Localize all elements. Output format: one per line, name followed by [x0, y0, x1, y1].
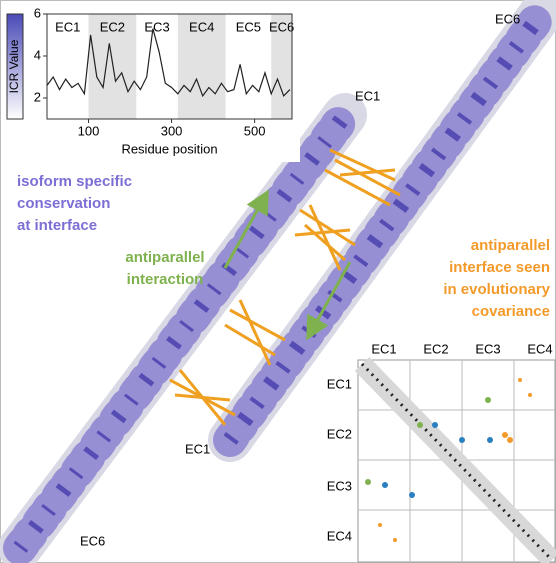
row-label: EC2 [327, 426, 352, 441]
row-label: EC4 [327, 528, 352, 543]
y-axis-label: ICR Value [7, 39, 21, 93]
annotation: interface seen [449, 259, 550, 276]
contact-map [358, 360, 555, 562]
annotation: interaction [127, 271, 204, 288]
column-label: EC3 [475, 341, 500, 356]
column-label: EC2 [423, 341, 448, 356]
domain-label: EC4 [189, 19, 214, 34]
structure-label: EC6 [495, 11, 520, 26]
annotation: isoform specific [17, 173, 132, 190]
domain-label: EC5 [236, 19, 261, 34]
domain-label: EC1 [55, 19, 80, 34]
y-tick-label: 6 [34, 5, 41, 20]
column-label: EC1 [371, 341, 396, 356]
annotation: at interface [17, 217, 97, 234]
x-tick-label: 300 [161, 123, 183, 138]
domain-label: EC2 [100, 19, 125, 34]
structure-label: EC1 [355, 88, 380, 103]
x-tick-label: 500 [244, 123, 266, 138]
row-label: EC3 [327, 478, 352, 493]
annotation: antiparallel [125, 249, 204, 266]
figure: EC6 EC1 EC1 EC6 isoform specific conserv… [0, 0, 556, 563]
annotation: in evolutionary [443, 281, 550, 298]
column-label: EC4 [527, 341, 552, 356]
x-axis-label: Residue position [121, 141, 217, 156]
annotation: conservation [17, 195, 110, 212]
domain-label: EC6 [269, 19, 294, 34]
domain-label: EC3 [144, 19, 169, 34]
y-tick-label: 4 [34, 47, 41, 62]
annotation: covariance [472, 303, 550, 320]
structure-label: EC1 [185, 441, 210, 456]
row-label: EC1 [327, 376, 352, 391]
x-tick-label: 100 [78, 123, 100, 138]
y-tick-label: 2 [34, 89, 41, 104]
annotation: antiparallel [471, 237, 550, 254]
structure-label: EC6 [80, 533, 105, 548]
